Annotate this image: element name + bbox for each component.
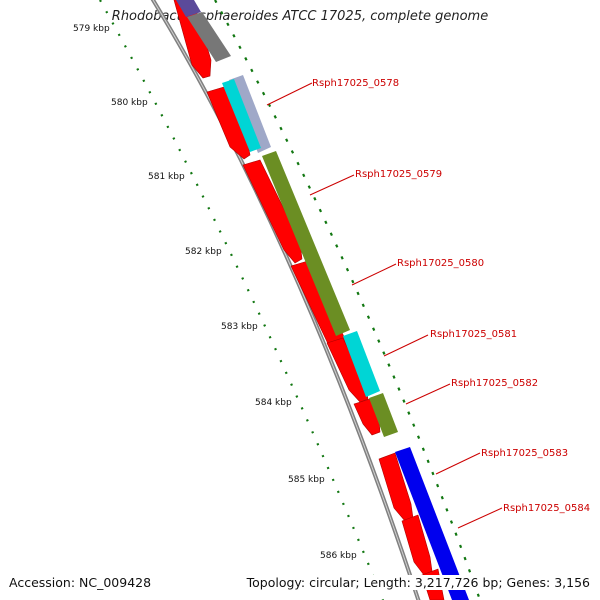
label-leader <box>457 507 503 529</box>
gene-labels: Rsph17025_0578 Rsph17025_0579 Rsph17025_… <box>266 78 590 529</box>
feature-block[interactable] <box>176 0 201 17</box>
label-leader <box>266 82 313 106</box>
accession-text: Accession: NC_009428 <box>7 575 154 590</box>
gene-label[interactable]: Rsph17025_0582 <box>451 378 538 389</box>
tick-label: 585 kbp <box>288 475 325 485</box>
tick-label: 586 kbp <box>320 551 357 561</box>
feature-block[interactable] <box>262 151 350 336</box>
backbone-highlight <box>152 0 419 600</box>
genome-summary-text: Topology: circular; Length: 3,217,726 bp… <box>244 575 592 590</box>
feature-block[interactable] <box>187 12 231 62</box>
tick-label: 584 kbp <box>255 398 292 408</box>
gene-label[interactable]: Rsph17025_0580 <box>397 258 484 269</box>
feature-track <box>176 0 469 600</box>
feature-block[interactable] <box>343 331 380 397</box>
tick-label: 579 kbp <box>73 24 110 34</box>
gene-label[interactable]: Rsph17025_0581 <box>430 329 517 340</box>
genome-backbone <box>150 0 482 600</box>
tick-label: 582 kbp <box>185 247 222 257</box>
cds-arrow[interactable] <box>173 0 212 79</box>
gene-label[interactable]: Rsph17025_0583 <box>481 448 568 459</box>
label-leader <box>405 383 451 405</box>
gene-label[interactable]: Rsph17025_0578 <box>312 78 399 89</box>
tick-label: 580 kbp <box>111 98 148 108</box>
coordinate-ruler: 579 kbp 580 kbp 581 kbp 582 kbp 583 kbp … <box>73 0 385 600</box>
cds-arrow[interactable] <box>326 337 369 403</box>
tick-label: 583 kbp <box>221 322 258 332</box>
cds-arrow[interactable] <box>242 159 303 264</box>
backbone-line <box>150 0 421 600</box>
tick-label: 581 kbp <box>148 172 185 182</box>
gene-label[interactable]: Rsph17025_0584 <box>503 503 590 514</box>
outer-guide-dashed-line <box>214 0 482 600</box>
label-leader <box>383 334 429 357</box>
label-leader <box>309 174 355 196</box>
label-leader <box>351 263 397 286</box>
cds-track <box>173 0 445 600</box>
label-leader <box>435 452 481 475</box>
gene-label[interactable]: Rsph17025_0579 <box>355 169 442 180</box>
feature-block[interactable] <box>369 393 398 437</box>
feature-block[interactable] <box>395 447 469 600</box>
feature-block[interactable] <box>222 79 261 152</box>
